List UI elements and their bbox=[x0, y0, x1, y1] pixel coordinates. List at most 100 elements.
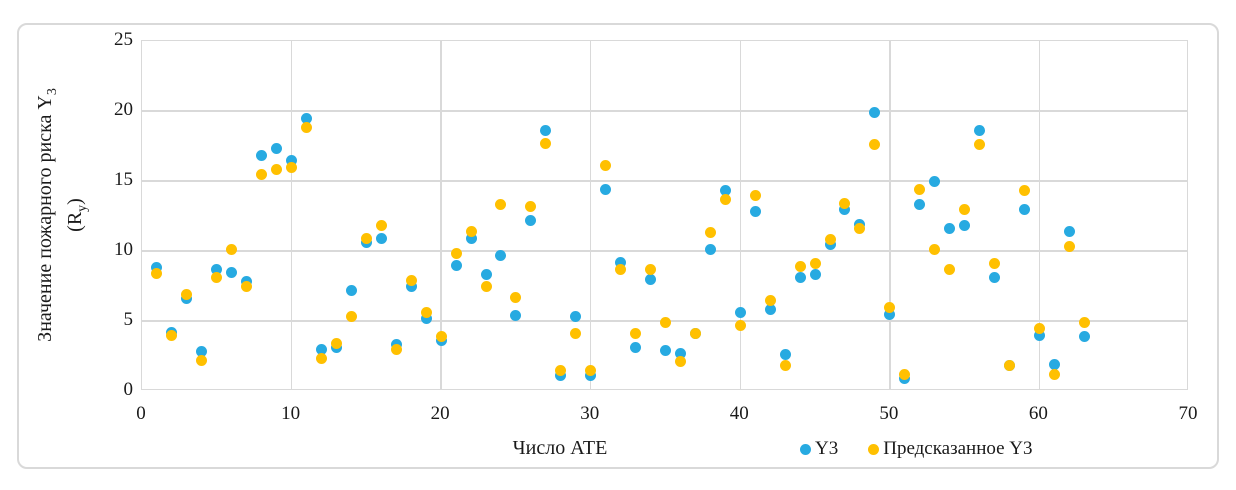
data-point-predicted-y3 bbox=[570, 328, 582, 340]
data-point-y3 bbox=[600, 183, 612, 195]
data-point-predicted-y3 bbox=[211, 272, 223, 284]
y-tick-label: 20 bbox=[114, 99, 133, 120]
data-point-y3 bbox=[1048, 358, 1060, 370]
data-point-predicted-y3 bbox=[286, 161, 298, 173]
data-point-predicted-y3 bbox=[974, 139, 986, 151]
data-point-y3 bbox=[749, 206, 761, 218]
data-point-predicted-y3 bbox=[256, 168, 268, 180]
data-point-y3 bbox=[420, 312, 432, 324]
y-tick-label: 15 bbox=[114, 169, 133, 190]
x-tick-label: 30 bbox=[580, 403, 600, 424]
x-axis-title: Число АТЕ bbox=[512, 437, 608, 459]
data-point-predicted-y3 bbox=[480, 280, 492, 292]
data-point-predicted-y3 bbox=[764, 294, 776, 306]
data-point-predicted-y3 bbox=[196, 354, 208, 366]
data-point-y3 bbox=[570, 311, 582, 323]
data-point-y3 bbox=[211, 263, 223, 275]
data-point-predicted-y3 bbox=[1063, 241, 1075, 253]
data-point-predicted-y3 bbox=[271, 164, 283, 176]
data-point-predicted-y3 bbox=[360, 232, 372, 244]
data-point-predicted-y3 bbox=[420, 307, 432, 319]
data-point-predicted-y3 bbox=[959, 203, 971, 215]
data-point-y3 bbox=[630, 342, 642, 354]
data-point-predicted-y3 bbox=[315, 353, 327, 365]
data-point-predicted-y3 bbox=[989, 258, 1001, 270]
data-point-predicted-y3 bbox=[944, 263, 956, 275]
data-point-y3 bbox=[674, 347, 686, 359]
data-point-predicted-y3 bbox=[914, 183, 926, 195]
data-point-predicted-y3 bbox=[719, 193, 731, 205]
data-point-y3 bbox=[764, 304, 776, 316]
data-point-predicted-y3 bbox=[450, 248, 462, 260]
data-point-y3 bbox=[226, 266, 238, 278]
data-point-y3 bbox=[585, 370, 597, 382]
data-point-y3 bbox=[465, 232, 477, 244]
data-point-y3 bbox=[1033, 329, 1045, 341]
y-axis-title-box: Значение пожарного риска Y3 (Rу) bbox=[28, 40, 100, 390]
plot-area bbox=[141, 40, 1188, 390]
data-point-predicted-y3 bbox=[390, 343, 402, 355]
data-point-predicted-y3 bbox=[1078, 316, 1090, 328]
data-point-predicted-y3 bbox=[345, 311, 357, 323]
data-point-y3 bbox=[271, 143, 283, 155]
data-point-y3 bbox=[734, 307, 746, 319]
legend: Y3 Предсказанное Y3 bbox=[800, 438, 1033, 460]
y-axis-title-line2: (Rу) bbox=[64, 198, 90, 232]
data-point-y3 bbox=[809, 269, 821, 281]
data-point-predicted-y3 bbox=[1018, 185, 1030, 197]
data-point-predicted-y3 bbox=[241, 280, 253, 292]
data-point-predicted-y3 bbox=[615, 263, 627, 275]
legend-marker-predicted-y3-icon bbox=[868, 443, 880, 455]
gridline-vertical bbox=[589, 41, 592, 389]
data-point-y3 bbox=[959, 220, 971, 232]
data-point-predicted-y3 bbox=[585, 364, 597, 376]
data-point-y3 bbox=[540, 125, 552, 137]
data-point-y3 bbox=[301, 112, 313, 124]
data-point-y3 bbox=[315, 343, 327, 355]
data-point-predicted-y3 bbox=[794, 260, 806, 272]
data-point-y3 bbox=[375, 232, 387, 244]
gridline-horizontal bbox=[142, 180, 1187, 182]
y-tick-label: 0 bbox=[123, 379, 134, 400]
data-point-predicted-y3 bbox=[734, 319, 746, 331]
data-point-predicted-y3 bbox=[435, 330, 447, 342]
y-axis-title: Значение пожарного риска Y3 (Rу) bbox=[34, 88, 94, 342]
data-point-y3 bbox=[1078, 330, 1090, 342]
data-point-predicted-y3 bbox=[226, 244, 238, 256]
data-point-predicted-y3 bbox=[555, 364, 567, 376]
data-point-predicted-y3 bbox=[689, 328, 701, 340]
data-point-predicted-y3 bbox=[1004, 360, 1015, 372]
gridline-vertical bbox=[1038, 41, 1041, 389]
data-point-y3 bbox=[1063, 225, 1075, 237]
x-tick-label: 50 bbox=[879, 403, 899, 424]
data-point-y3 bbox=[345, 284, 357, 296]
data-point-y3 bbox=[555, 370, 567, 382]
data-point-predicted-y3 bbox=[166, 329, 178, 341]
data-point-predicted-y3 bbox=[660, 316, 671, 328]
data-point-y3 bbox=[196, 346, 208, 358]
x-tick-label: 40 bbox=[729, 403, 749, 424]
data-point-y3 bbox=[974, 125, 986, 137]
data-point-y3 bbox=[495, 249, 507, 261]
data-point-y3 bbox=[929, 175, 941, 187]
legend-label-predicted-y3: Предсказанное Y3 bbox=[883, 438, 1033, 459]
data-point-predicted-y3 bbox=[884, 301, 896, 313]
legend-item-predicted-y3: Предсказанное Y3 bbox=[868, 438, 1033, 460]
data-point-predicted-y3 bbox=[510, 291, 522, 303]
y-axis-title-line1: Значение пожарного риска Y3 bbox=[34, 88, 60, 342]
data-point-predicted-y3 bbox=[839, 197, 851, 209]
data-point-y3 bbox=[779, 349, 791, 361]
data-point-predicted-y3 bbox=[151, 267, 163, 279]
data-point-predicted-y3 bbox=[674, 356, 686, 368]
data-point-y3 bbox=[794, 272, 806, 284]
data-point-y3 bbox=[719, 185, 731, 197]
data-point-predicted-y3 bbox=[869, 139, 881, 151]
data-point-predicted-y3 bbox=[600, 160, 612, 172]
data-point-y3 bbox=[256, 150, 268, 162]
y-tick-label: 5 bbox=[123, 309, 134, 330]
data-point-y3 bbox=[989, 272, 1001, 284]
data-point-y3 bbox=[884, 308, 896, 320]
data-point-predicted-y3 bbox=[779, 360, 791, 372]
x-tick-label: 20 bbox=[430, 403, 450, 424]
data-point-predicted-y3 bbox=[465, 225, 477, 237]
